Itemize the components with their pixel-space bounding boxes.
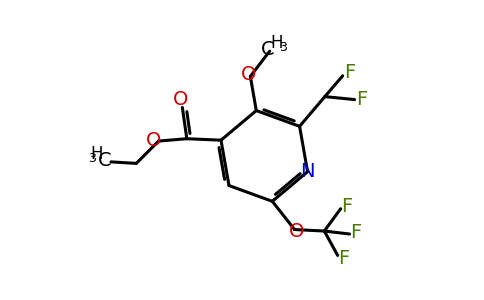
- Text: O: O: [146, 131, 161, 150]
- Text: F: F: [339, 249, 350, 268]
- Text: O: O: [173, 90, 189, 109]
- Text: O: O: [289, 222, 304, 242]
- Text: H: H: [91, 145, 103, 163]
- Text: F: F: [345, 63, 356, 82]
- Text: H: H: [270, 34, 283, 52]
- Text: C: C: [261, 40, 275, 59]
- Text: 3: 3: [88, 152, 96, 165]
- Text: 3: 3: [279, 41, 287, 54]
- Text: N: N: [301, 162, 315, 181]
- Text: O: O: [241, 65, 257, 84]
- Text: F: F: [356, 90, 368, 109]
- Text: C: C: [98, 151, 111, 170]
- Text: F: F: [350, 223, 362, 242]
- Text: F: F: [342, 197, 353, 216]
